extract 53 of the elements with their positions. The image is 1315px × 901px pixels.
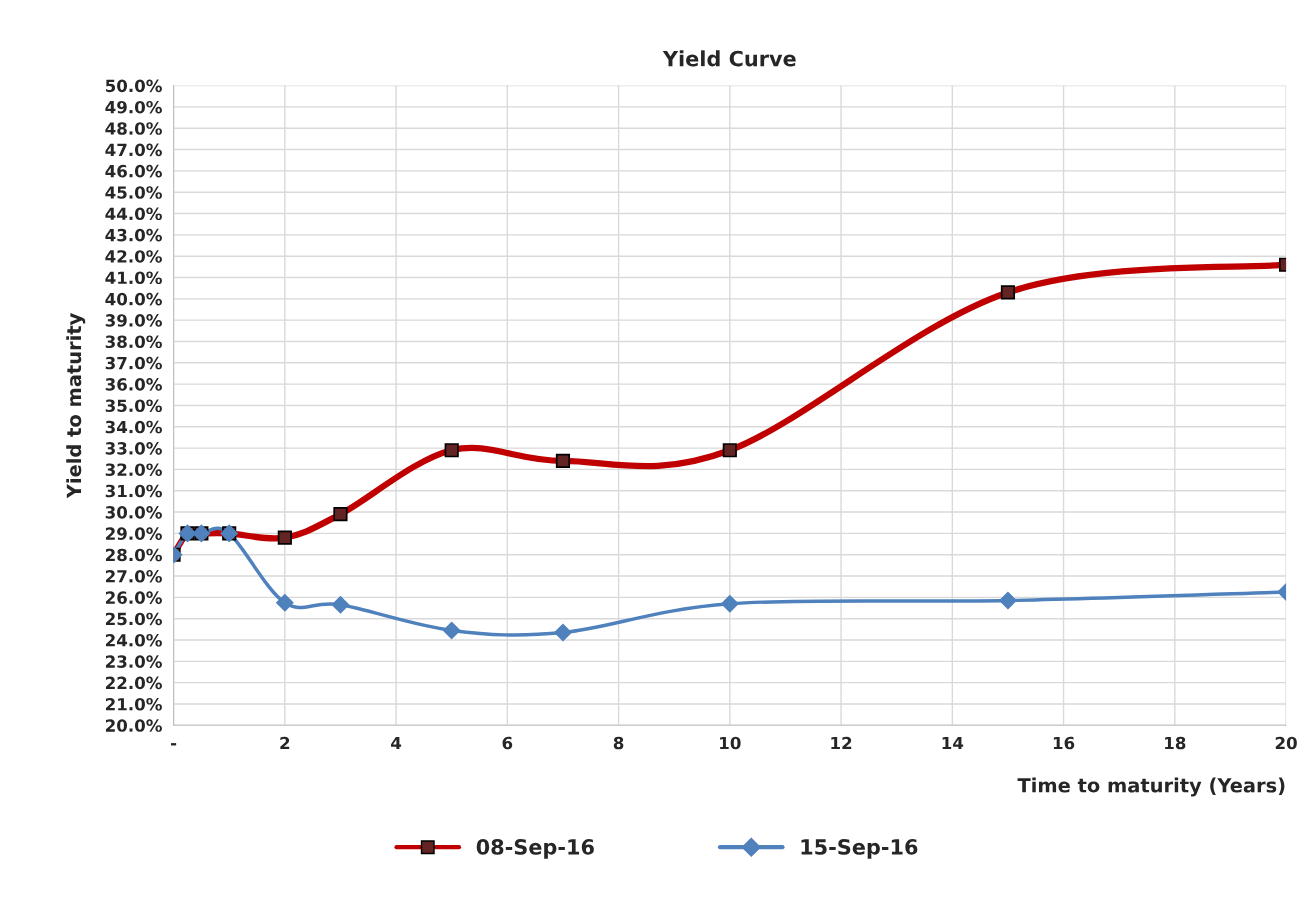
- y-tick-label: 45.0%: [105, 186, 162, 199]
- y-tick-label: 44.0%: [105, 207, 162, 221]
- y-tick-label: 29.0%: [105, 527, 162, 540]
- legend-label: 15-Sep-16: [801, 839, 918, 859]
- point: [443, 621, 461, 640]
- y-tick-label: 36.0%: [105, 378, 162, 391]
- y-tick-label: 37.0%: [105, 356, 162, 370]
- y-tick-label: 25.0%: [105, 612, 162, 626]
- y-axis-title: Yield to maturity: [66, 313, 86, 499]
- y-tick-label: 43.0%: [105, 228, 162, 242]
- y-tick-label: 22.0%: [105, 676, 162, 690]
- y-tick-label: 24.0%: [105, 633, 162, 647]
- x-tick-label: 20: [1275, 736, 1297, 750]
- point: [331, 596, 350, 614]
- y-tick-label: 34.0%: [105, 420, 162, 434]
- x-tick-label: 10: [720, 736, 741, 750]
- point: [554, 623, 572, 642]
- x-tick-label: 8: [613, 736, 624, 750]
- x-tick-label: -: [171, 743, 177, 746]
- y-tick-label: 30.0%: [105, 506, 162, 519]
- x-tick-label: 14: [942, 736, 964, 750]
- y-tick-label: 42.0%: [105, 250, 162, 263]
- y-tick-label: 41.0%: [105, 271, 162, 285]
- x-tick-label: 2: [280, 736, 290, 750]
- y-tick-label: 21.0%: [105, 697, 162, 711]
- y-tick-label: 35.0%: [105, 399, 162, 413]
- y-tick-label: 40.0%: [105, 292, 162, 306]
- point: [276, 594, 294, 612]
- y-tick-label: 31.0%: [105, 484, 162, 498]
- x-tick-label: 6: [502, 736, 513, 750]
- y-tick-label: 26.0%: [105, 591, 162, 604]
- x-tick-label: 18: [1165, 736, 1186, 750]
- y-tick-label: 27.0%: [105, 570, 162, 583]
- chart-title: Yield Curve: [662, 50, 796, 67]
- y-tick-label: 48.0%: [105, 122, 162, 135]
- y-tick-label: 28.0%: [105, 548, 162, 562]
- y-tick-label: 47.0%: [105, 143, 162, 157]
- y-tick-label: 38.0%: [105, 335, 162, 349]
- y-tick-label: 39.0%: [105, 314, 162, 327]
- x-tick-label: 12: [831, 736, 852, 750]
- y-tick-label: 33.0%: [105, 442, 162, 455]
- y-tick-label: 32.0%: [105, 463, 162, 476]
- point: [721, 595, 739, 613]
- y-tick-label: 46.0%: [105, 164, 162, 178]
- x-axis-title: Time to maturity (Years): [1017, 777, 1285, 797]
- y-tick-label: 50.0%: [105, 79, 162, 93]
- x-tick-label: 16: [1053, 736, 1075, 750]
- point: [999, 591, 1017, 610]
- y-tick-label: 49.0%: [105, 100, 162, 114]
- y-tick-label: 20.0%: [105, 719, 162, 732]
- y-tick-label: 23.0%: [105, 655, 162, 668]
- legend-label: 08-Sep-16: [476, 839, 594, 859]
- x-tick-label: 4: [391, 736, 402, 750]
